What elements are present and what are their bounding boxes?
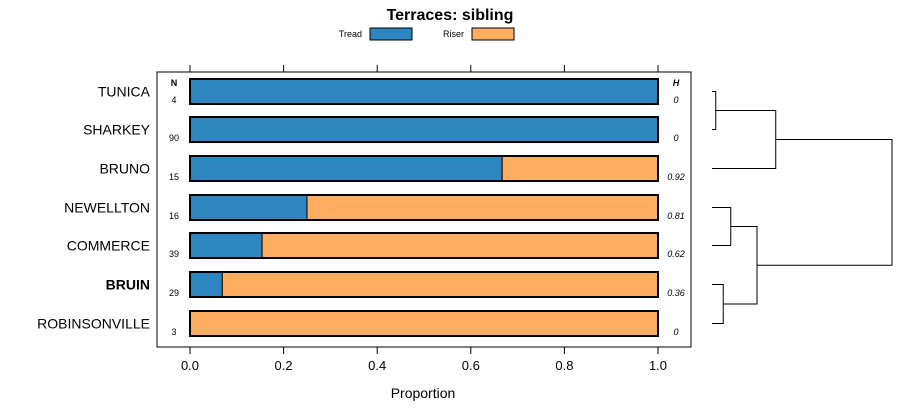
x-tick-label: 0.4 <box>368 358 386 373</box>
n-value-sharkey: 90 <box>169 133 179 143</box>
x-axis: 0.0 0.2 0.4 0.6 0.8 1.0 <box>181 65 667 373</box>
category-label-robinsonville: ROBINSONVILLE <box>37 316 150 332</box>
bar-outline-sharkey <box>189 116 659 143</box>
bar-tread-commerce <box>189 232 263 259</box>
bar-outline-bruno <box>189 155 659 182</box>
bar-outline-robinsonville <box>189 310 659 337</box>
bar-outline-bruin <box>189 271 659 298</box>
x-tick-label: 0.0 <box>181 358 199 373</box>
n-value-robinsonville: 3 <box>171 327 176 337</box>
bar-outline-newellton <box>189 194 659 221</box>
bar-riser-robinsonville <box>189 310 659 337</box>
h-value-sharkey: 0 <box>673 133 678 143</box>
legend-swatch-riser <box>471 27 515 41</box>
dendrogram-link <box>757 139 893 266</box>
legend-swatch-tread <box>369 27 413 41</box>
bar-outline-tunica <box>189 78 659 105</box>
x-tick-label: 0.2 <box>275 358 293 373</box>
plot-frame <box>156 71 692 348</box>
chart-title: Terraces: sibling <box>387 7 514 24</box>
category-label-bruin: BRUIN <box>106 277 150 293</box>
bar-riser-newellton <box>306 194 659 221</box>
category-label-bruno: BRUNO <box>99 161 150 177</box>
h-value-tunica: 0 <box>673 95 678 105</box>
x-axis-label: Proportion <box>391 385 456 401</box>
bar-riser-bruin <box>221 271 659 298</box>
h-value-bruno: 0.92 <box>667 172 685 182</box>
legend: Tread Riser <box>339 27 515 41</box>
bars: TUNICA 4 0 SHARKEY 90 0 BRUNO 15 0.92 NEWELLTON 16… <box>37 78 685 337</box>
bar-tread-bruin <box>189 271 223 298</box>
bar-tread-bruno <box>189 155 503 182</box>
dendrogram <box>712 91 893 324</box>
n-value-bruin: 29 <box>169 288 179 298</box>
n-value-tunica: 4 <box>171 95 176 105</box>
category-label-newellton: NEWELLTON <box>64 200 150 216</box>
n-header: N <box>171 78 178 88</box>
legend-label-tread: Tread <box>339 29 362 39</box>
category-label-tunica: TUNICA <box>98 84 151 100</box>
h-value-robinsonville: 0 <box>673 327 678 337</box>
n-value-commerce: 39 <box>169 249 179 259</box>
n-value-bruno: 15 <box>169 172 179 182</box>
h-value-newellton: 0.81 <box>667 211 685 221</box>
bar-tread-tunica <box>189 78 659 105</box>
h-header: H <box>673 78 680 88</box>
x-tick-label: 0.8 <box>555 358 573 373</box>
dendrogram-link <box>712 207 732 246</box>
bar-riser-bruno <box>501 155 659 182</box>
legend-label-riser: Riser <box>443 29 464 39</box>
dendrogram-link <box>723 226 758 305</box>
dendrogram-link <box>712 91 717 130</box>
bar-riser-commerce <box>261 232 659 259</box>
dendrogram-link <box>712 110 777 169</box>
bar-tread-newellton <box>189 194 308 221</box>
h-value-bruin: 0.36 <box>667 288 685 298</box>
x-tick-label: 1.0 <box>649 358 667 373</box>
category-label-commerce: COMMERCE <box>67 238 150 254</box>
bar-outline-commerce <box>189 232 659 259</box>
bar-tread-sharkey <box>189 116 659 143</box>
x-tick-label: 0.6 <box>462 358 480 373</box>
dendrogram-link <box>712 284 724 324</box>
category-label-sharkey: SHARKEY <box>83 122 151 138</box>
n-value-newellton: 16 <box>169 211 179 221</box>
h-value-commerce: 0.62 <box>667 249 685 259</box>
